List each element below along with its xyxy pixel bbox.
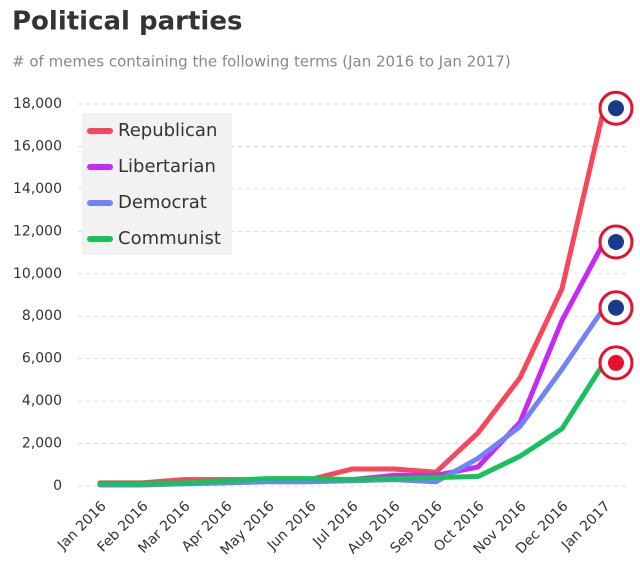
y-tick-label: 4,000 (22, 393, 62, 409)
y-tick-label: 0 (53, 478, 62, 494)
y-tick-label: 6,000 (22, 351, 62, 367)
party-badge-icon (608, 233, 624, 250)
party-badge-icon (608, 354, 624, 371)
series-line (97, 105, 607, 486)
legend-box (82, 113, 232, 255)
y-tick-label: 18,000 (13, 96, 62, 112)
y-tick-label: 10,000 (13, 266, 62, 282)
legend-label: Communist (118, 228, 221, 249)
series-line (97, 360, 607, 487)
y-tick-label: 14,000 (13, 181, 62, 197)
legend-label: Democrat (118, 192, 207, 213)
party-badge-icon (608, 299, 624, 316)
legend-label: Republican (118, 120, 217, 141)
chart-title: Political parties (12, 7, 242, 37)
party-badge-icon (608, 100, 624, 117)
y-tick-label: 2,000 (22, 436, 62, 452)
legend-label: Libertarian (118, 156, 216, 177)
y-tick-label: 16,000 (13, 138, 62, 154)
y-tick-label: 8,000 (22, 308, 62, 324)
y-tick-label: 12,000 (13, 223, 62, 239)
chart-subtitle: # of memes containing the following term… (12, 53, 511, 71)
